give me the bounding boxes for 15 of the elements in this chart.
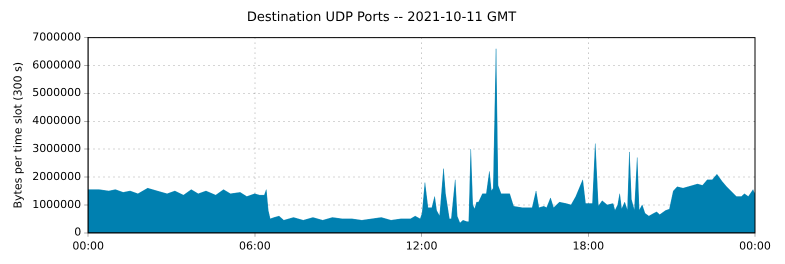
y-tick-label: 7000000 xyxy=(32,30,82,44)
y-axis-title: Bytes per time slot (300 s) xyxy=(11,62,24,209)
x-tick-label: 00:00 xyxy=(739,239,771,252)
x-tick-label: 12:00 xyxy=(406,239,438,252)
x-tick-label: 06:00 xyxy=(239,239,271,252)
chart-title: Destination UDP Ports -- 2021-10-11 GMT xyxy=(246,10,516,26)
y-tick-label: 4000000 xyxy=(32,114,82,128)
y-tick-label: 2000000 xyxy=(32,170,82,183)
y-tick-label: 0 xyxy=(74,226,82,239)
y-tick-label: 3000000 xyxy=(32,142,82,155)
y-tick-label: 6000000 xyxy=(32,58,82,72)
y-tick-label: 1000000 xyxy=(32,198,82,211)
y-tick-label: 5000000 xyxy=(32,86,82,100)
x-tick-label: 00:00 xyxy=(72,239,104,252)
x-tick-label: 18:00 xyxy=(572,239,604,252)
